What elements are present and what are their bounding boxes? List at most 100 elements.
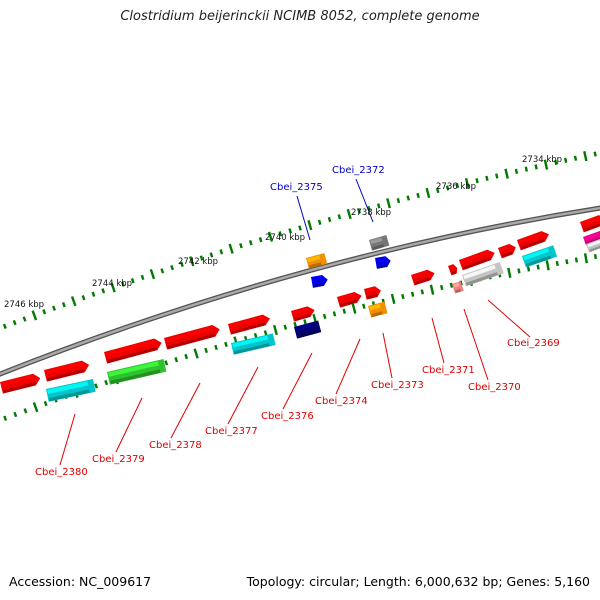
leader-line (170, 382, 201, 439)
tick-mark (61, 302, 66, 308)
gene-label: Cbei_2369 (507, 338, 560, 349)
tick-mark (435, 187, 440, 194)
gene-feature (306, 253, 328, 269)
tick-mark (449, 282, 454, 288)
gene-feature (46, 379, 96, 402)
gene-label: Cbei_2371 (422, 365, 475, 376)
tick-mark (485, 175, 489, 181)
tick-mark (52, 305, 56, 311)
leader-line (355, 178, 374, 223)
tick-mark (332, 311, 337, 317)
tick-mark (293, 321, 297, 328)
tick-mark (342, 308, 347, 314)
tick-mark (574, 257, 579, 263)
kbp-tick-label: 2746 kbp (4, 300, 44, 310)
tick-mark (495, 173, 499, 179)
gene-feature (522, 245, 558, 268)
gene-feature (459, 249, 495, 271)
tick-mark (410, 291, 415, 297)
leader-line (59, 413, 76, 466)
tick-mark (149, 268, 156, 280)
tick-mark (110, 282, 116, 293)
tick-mark (104, 379, 109, 386)
tick-mark (43, 400, 48, 407)
tick-mark (23, 408, 28, 414)
tick-mark (555, 260, 559, 267)
tick-mark (362, 303, 366, 309)
tick-mark (526, 266, 531, 272)
tick-mark (445, 185, 450, 191)
tick-mark (120, 281, 125, 287)
tick-mark (420, 289, 425, 295)
tick-mark (440, 284, 444, 291)
tick-mark (91, 291, 96, 297)
tick-mark (396, 198, 401, 204)
kbp-tick-label: 2738 kbp (351, 208, 391, 218)
gene-feature (368, 301, 388, 318)
leader-line (431, 317, 445, 364)
tick-mark (283, 324, 288, 330)
tick-mark (204, 347, 208, 354)
tick-mark (376, 203, 381, 209)
gene-label: Cbei_2378 (149, 440, 202, 451)
tick-mark (298, 225, 302, 231)
tick-mark (267, 231, 274, 242)
gene-feature (164, 325, 220, 350)
leader-line (487, 299, 531, 338)
gene-label: Cbei_2376 (261, 411, 314, 422)
tick-mark (429, 284, 435, 295)
tick-mark (401, 293, 405, 300)
tick-mark (81, 295, 86, 301)
gene-label: Cbei_2380 (35, 467, 88, 478)
tick-mark (507, 267, 512, 279)
tick-mark (248, 240, 253, 246)
gene-feature (452, 281, 464, 294)
leader-line (335, 338, 361, 395)
tick-mark (32, 402, 39, 413)
genome-title: Clostridium beijerinckii NCIMB 8052, com… (120, 9, 480, 24)
tick-mark (180, 261, 184, 268)
kbp-tick-label: 2734 kbp (522, 155, 562, 165)
tick-mark (224, 341, 228, 348)
tick-mark (593, 254, 598, 260)
tick-mark (22, 316, 27, 322)
tick-mark (524, 166, 528, 172)
tick-mark (303, 319, 307, 325)
tick-mark (534, 164, 538, 170)
tick-mark (504, 168, 509, 179)
tick-mark (272, 324, 278, 336)
tick-mark (593, 151, 597, 157)
tick-mark (536, 264, 540, 270)
gene-label: Cbei_2374 (315, 396, 368, 407)
gene-label: Cbei_2375 (270, 182, 323, 193)
tick-mark (199, 255, 204, 261)
tick-mark (12, 319, 17, 326)
gene-feature (0, 373, 41, 394)
tick-mark (263, 330, 268, 336)
kbp-tick-label: 2742 kbp (178, 257, 218, 267)
gene-feature (364, 286, 381, 300)
gene-feature (44, 360, 90, 382)
tick-mark (101, 288, 106, 294)
tick-mark (174, 357, 179, 363)
tick-mark (184, 353, 189, 360)
leader-line (227, 366, 259, 425)
gene-label: Cbei_2379 (92, 454, 145, 465)
tick-mark (140, 274, 145, 281)
gene-feature (228, 314, 270, 335)
leader-line (115, 397, 143, 453)
tick-mark (425, 187, 431, 199)
gene-feature (337, 292, 362, 308)
tick-mark (228, 243, 234, 254)
tick-mark (517, 268, 521, 274)
tick-mark (554, 159, 558, 166)
tick-mark (545, 260, 550, 271)
gene-feature (231, 333, 276, 355)
leader-line (282, 352, 313, 410)
tick-mark (475, 178, 479, 184)
tick-mark (253, 333, 258, 339)
kbp-tick-label: 2744 kbp (92, 279, 132, 289)
gene-label: Cbei_2377 (205, 426, 258, 437)
